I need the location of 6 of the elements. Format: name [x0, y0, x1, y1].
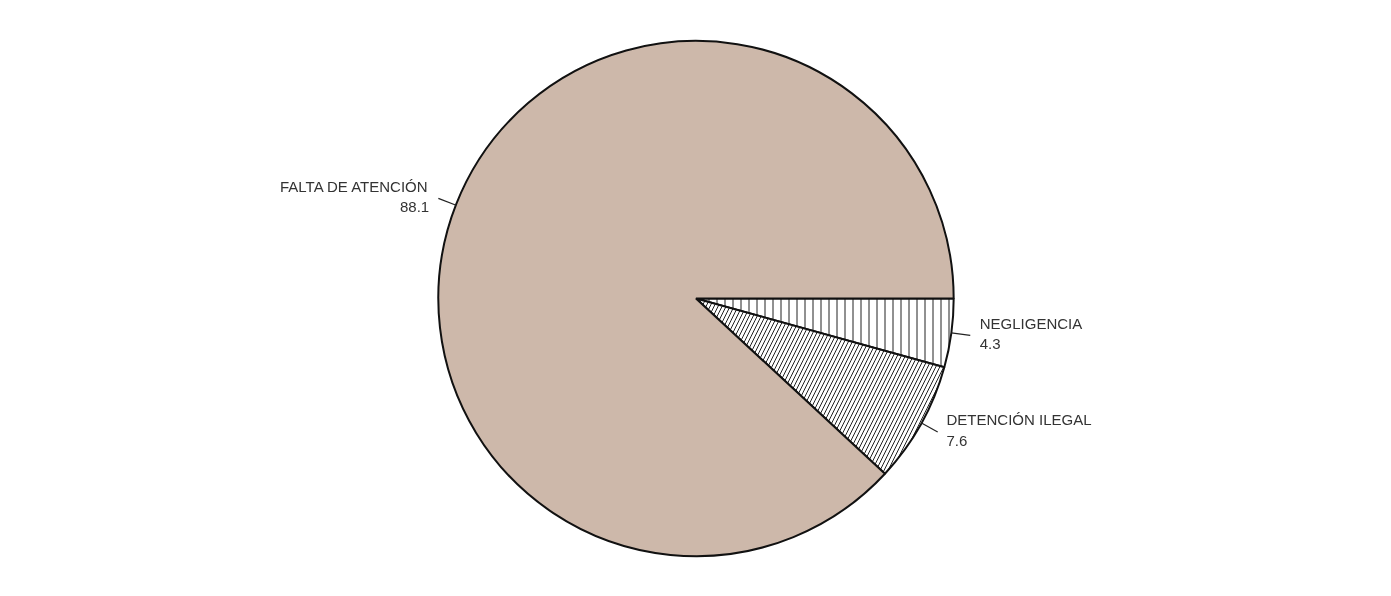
data-label: 88.1: [400, 198, 430, 216]
slice-label: NEGLIGENCIA: [979, 314, 1083, 332]
slice-label: DETENCIÓN ILEGAL: [946, 411, 1092, 429]
slice-label: FALTA DE ATENCIÓN: [280, 177, 428, 195]
data-label: 4.3: [979, 335, 1001, 353]
data-label: 7.6: [946, 431, 968, 449]
